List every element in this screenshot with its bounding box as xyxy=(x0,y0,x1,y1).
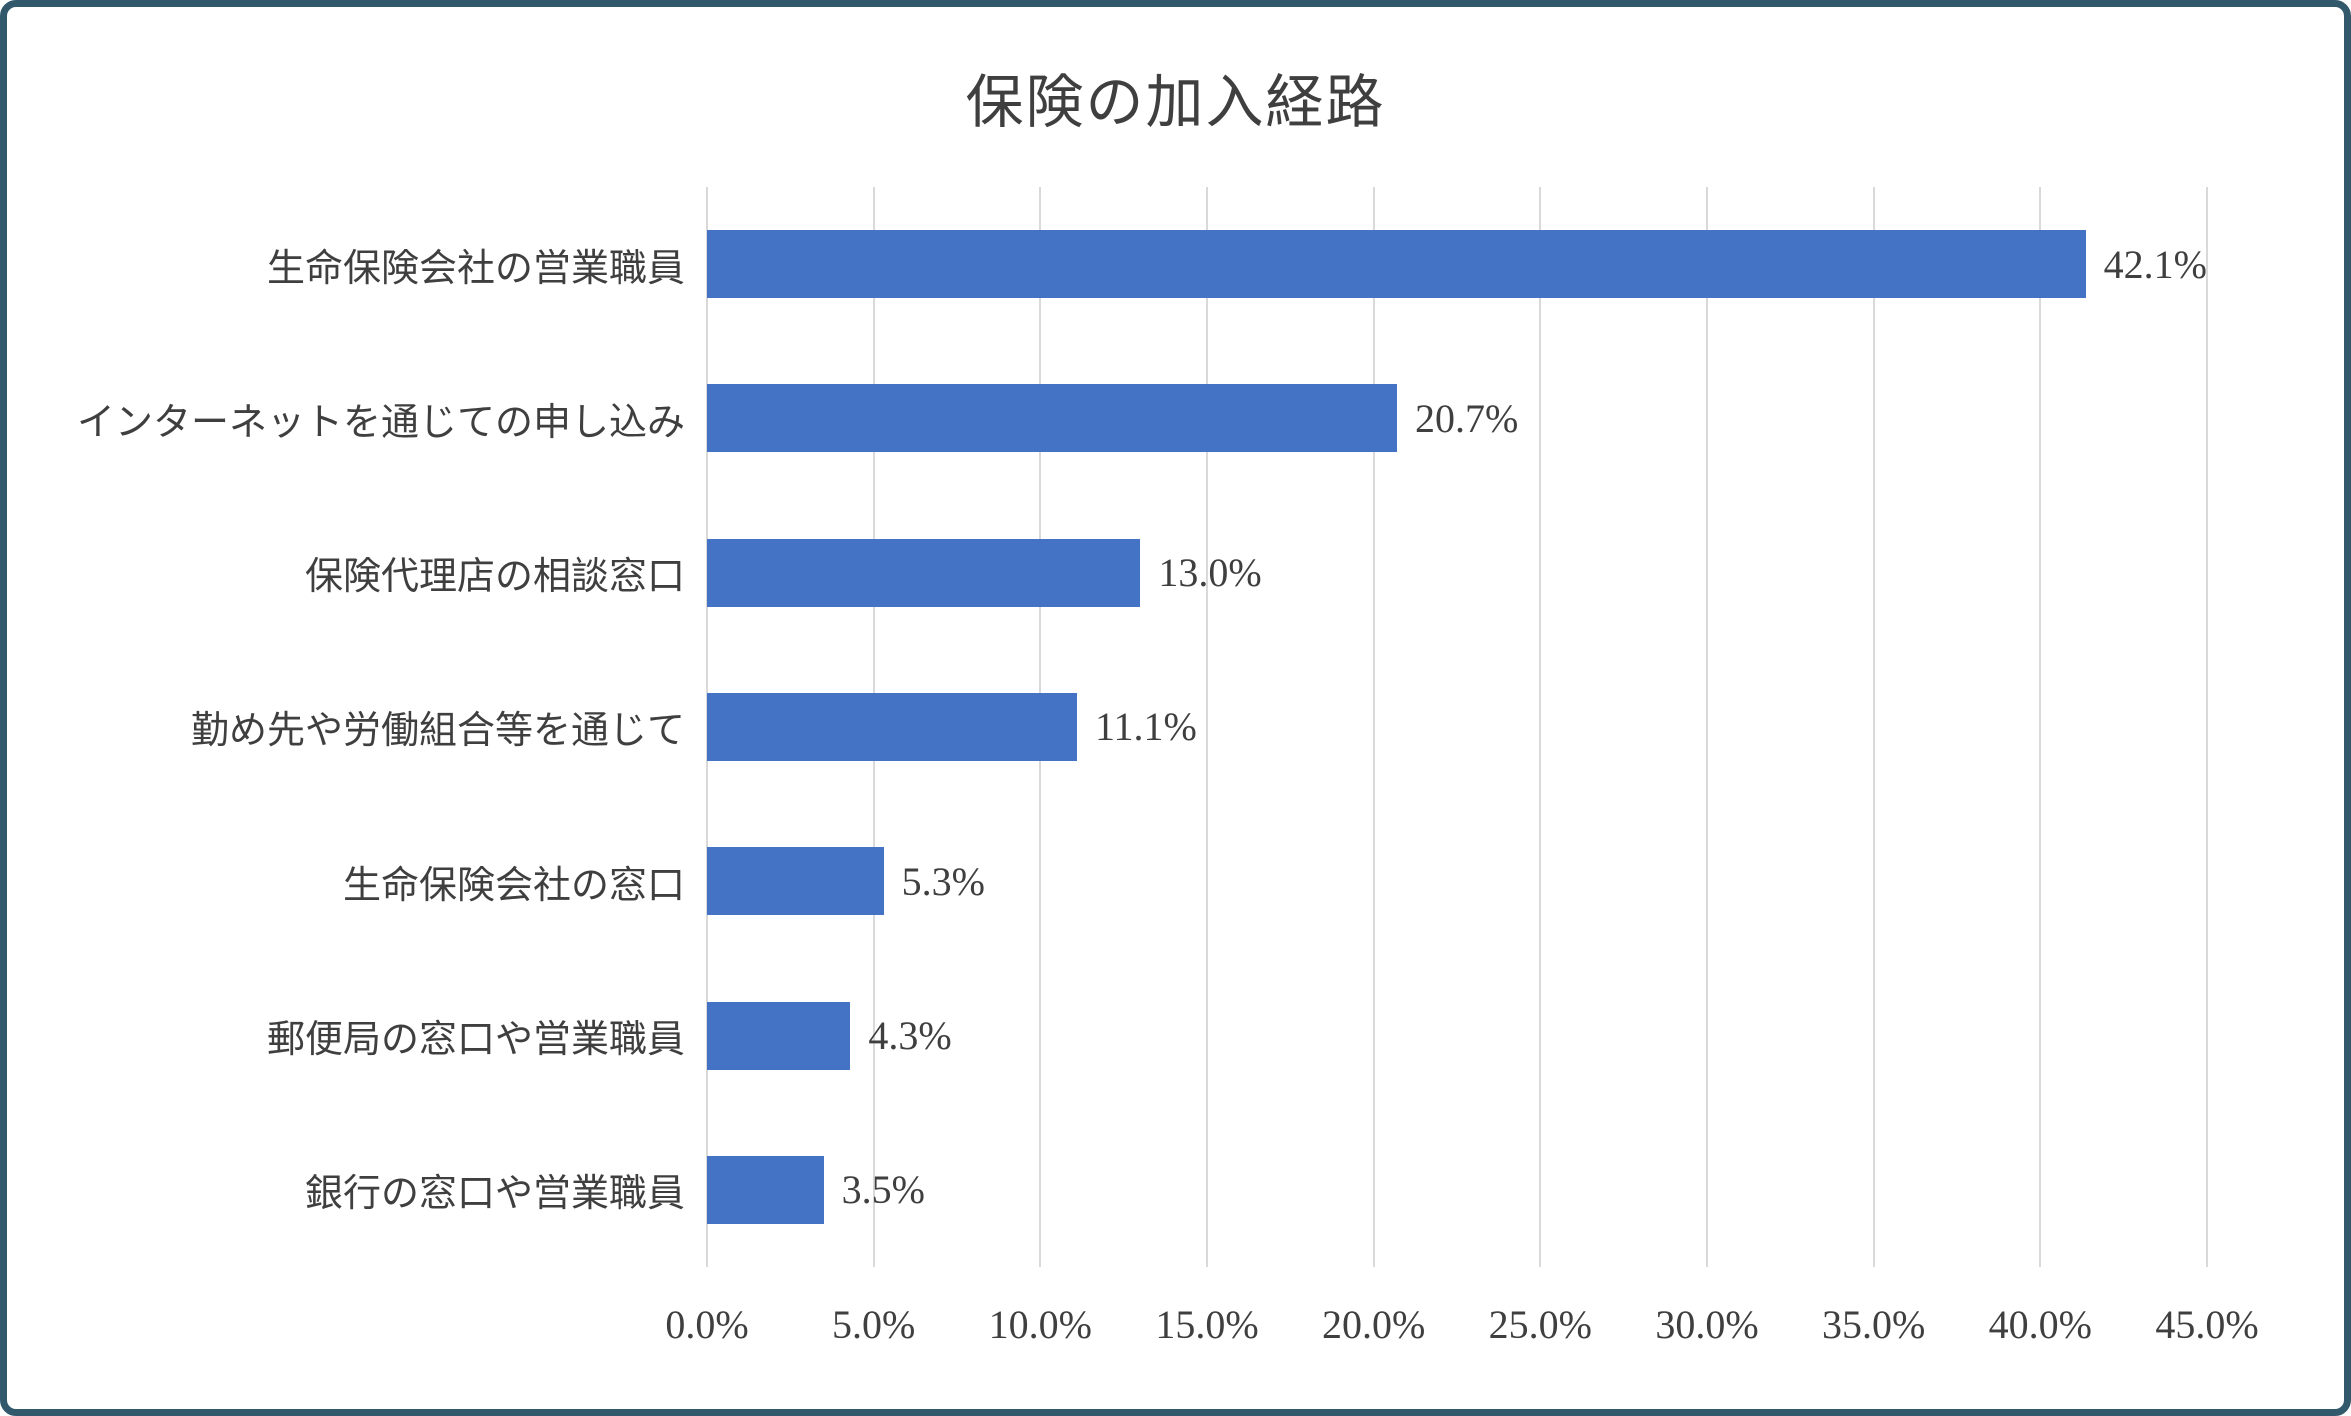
category-label: 生命保険会社の営業職員 xyxy=(266,247,685,290)
bar-row: 郵便局の窓口や営業職員 4.3% xyxy=(7,958,2344,1112)
value-label: 5.3% xyxy=(901,858,985,904)
value-label: 4.3% xyxy=(868,1013,952,1059)
category-label: 郵便局の窓口や営業職員 xyxy=(266,1019,685,1062)
bar xyxy=(707,538,1141,607)
bar xyxy=(707,384,1397,453)
bar xyxy=(707,692,1077,761)
gridline xyxy=(2206,187,2208,1267)
value-label: 11.1% xyxy=(1095,704,1197,750)
bar xyxy=(707,230,2086,299)
x-tick-label: 20.0% xyxy=(1321,1302,1426,1347)
bar-row: 銀行の窓口や営業職員 3.5% xyxy=(7,1113,2344,1267)
category-label: 保険代理店の相談窓口 xyxy=(304,556,685,599)
chart-title: 保険の加入経路 xyxy=(965,70,1386,135)
bar-track: 20.7% xyxy=(707,341,2207,495)
bar-row: 保険代理店の相談窓口 13.0% xyxy=(7,496,2344,650)
bar-row: 生命保険会社の窓口 5.3% xyxy=(7,804,2344,958)
bar-row: 生命保険会社の営業職員 42.1% xyxy=(7,187,2344,341)
bar-track: 11.1% xyxy=(707,650,2207,804)
x-tick-label: 25.0% xyxy=(1488,1302,1592,1347)
category-label: 勤め先や労働組合等を通じて xyxy=(190,710,685,753)
value-label: 20.7% xyxy=(1415,395,1519,441)
value-label: 3.5% xyxy=(841,1167,925,1213)
x-tick-label: 35.0% xyxy=(1821,1302,1926,1347)
bar xyxy=(707,1001,851,1070)
category-label: 生命保険会社の窓口 xyxy=(342,864,685,907)
x-tick-label: 40.0% xyxy=(1988,1302,2092,1347)
bar-row: 勤め先や労働組合等を通じて 11.1% xyxy=(7,650,2344,804)
bar-track: 4.3% xyxy=(707,958,2207,1112)
x-tick-label: 30.0% xyxy=(1655,1302,1759,1347)
x-tick-label: 45.0% xyxy=(2155,1302,2259,1347)
bar-track: 42.1% xyxy=(707,187,2207,341)
gridline xyxy=(1372,187,1375,1267)
x-tick-label: 10.0% xyxy=(988,1302,1092,1347)
bar-row: インターネットを通じての申し込み 20.7% xyxy=(7,341,2344,495)
gridline xyxy=(1539,187,1542,1267)
bar-rows: 生命保険会社の営業職員 42.1% インターネットを通じての申し込み 20.7% 保険代… xyxy=(7,187,2344,1267)
value-label: 13.0% xyxy=(1158,550,1262,596)
gridline xyxy=(1706,187,1708,1267)
x-tick-label: 15.0% xyxy=(1155,1302,1259,1347)
value-label: 42.1% xyxy=(2103,241,2207,287)
gridline xyxy=(1206,187,1208,1267)
x-tick-label: 0.0% xyxy=(665,1302,749,1347)
category-label: インターネットを通じての申し込み xyxy=(76,401,685,444)
x-tick-label: 5.0% xyxy=(831,1302,916,1347)
bar xyxy=(707,847,884,916)
bar-chart: 生命保険会社の営業職員 42.1% インターネットを通じての申し込み 20.7% 保険代… xyxy=(7,187,2344,1387)
x-axis-ticks: 0.0% 5.0% 10.0% 15.0% 20.0% 25.0% 30.0% 35.0% 40… xyxy=(665,1267,2258,1357)
bar-track: 5.3% xyxy=(707,804,2207,958)
bar-track: 13.0% xyxy=(707,496,2207,650)
bar xyxy=(707,1155,824,1224)
gridline xyxy=(1872,187,1875,1267)
gridline xyxy=(2039,187,2042,1267)
category-label: 銀行の窓口や営業職員 xyxy=(304,1173,685,1216)
bar-track: 3.5% xyxy=(707,1113,2207,1267)
